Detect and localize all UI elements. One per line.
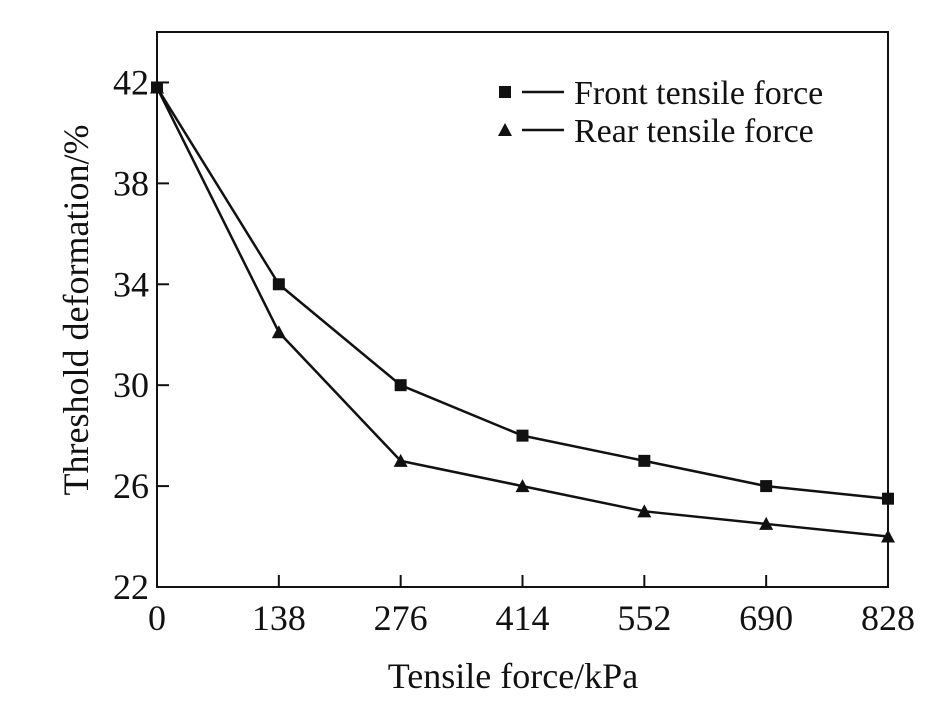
x-axis-label: Tensile force/kPa xyxy=(388,656,638,696)
data-point xyxy=(271,325,286,339)
data-point xyxy=(637,504,652,518)
y-axis-ticks: 22 26 30 34 38 42 xyxy=(113,62,169,607)
legend-label: Rear tensile force xyxy=(574,113,814,150)
data-point xyxy=(515,479,530,493)
legend-item: Front tensile force xyxy=(499,75,823,112)
y-tick-label: 34 xyxy=(113,264,149,304)
x-tick-label: 828 xyxy=(861,598,915,638)
legend-item: Rear tensile force xyxy=(498,113,814,150)
y-axis-label: Threshold deformation/% xyxy=(56,125,96,496)
legend-marker xyxy=(498,123,512,136)
x-tick-label: 690 xyxy=(739,598,793,638)
data-point xyxy=(393,453,408,467)
data-point xyxy=(760,480,773,493)
x-axis-ticks: 0 138 276 414 552 690 828 xyxy=(148,575,915,638)
y-tick-label: 22 xyxy=(113,567,149,607)
data-point xyxy=(516,429,529,442)
data-point xyxy=(394,379,407,392)
series-layer xyxy=(150,80,895,543)
data-point xyxy=(759,516,774,530)
y-tick-label: 26 xyxy=(113,466,149,506)
data-point xyxy=(150,80,164,94)
series-line xyxy=(155,86,889,538)
y-tick-label: 30 xyxy=(113,365,149,405)
series-rear-tensile-force xyxy=(150,80,895,543)
x-tick-label: 138 xyxy=(252,598,306,638)
data-point xyxy=(272,278,285,291)
x-tick-label: 0 xyxy=(148,598,166,638)
legend-marker xyxy=(499,86,511,98)
data-point xyxy=(881,529,895,543)
x-tick-label: 552 xyxy=(617,598,671,638)
x-tick-label: 414 xyxy=(496,598,550,638)
x-tick-label: 276 xyxy=(374,598,428,638)
data-point xyxy=(882,492,894,505)
legend-label: Front tensile force xyxy=(574,75,823,112)
y-tick-label: 38 xyxy=(113,163,149,203)
y-tick-label: 42 xyxy=(113,62,149,102)
data-point xyxy=(638,454,651,467)
